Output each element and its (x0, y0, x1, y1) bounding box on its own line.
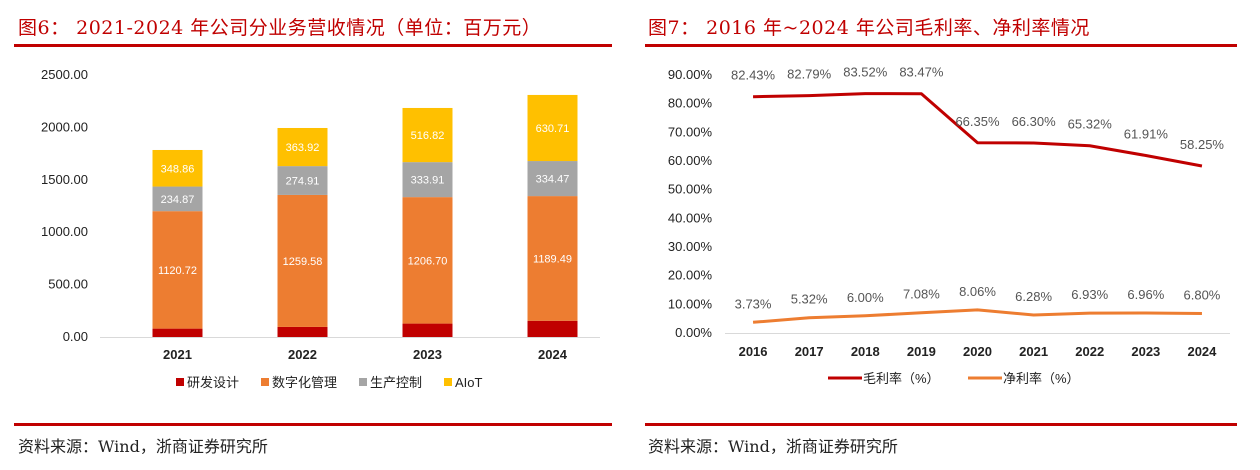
y-tick-label: 2000.00 (41, 119, 88, 134)
data-label: 7.08% (903, 287, 940, 302)
x-category-label: 2022 (288, 347, 317, 362)
figure-7-title: 图7： 2016 年~2024 年公司毛利率、净利率情况 (648, 17, 1090, 39)
y-tick-label: 2500.00 (41, 67, 88, 82)
x-category-label: 2022 (1075, 344, 1104, 359)
data-label: 6.28% (1015, 289, 1052, 304)
y-tick-label: 80.00% (668, 96, 713, 111)
y-tick-label: 40.00% (668, 210, 713, 225)
data-label: 83.47% (899, 65, 944, 80)
legend-label: AIoT (455, 375, 483, 390)
bar-segment-label: 333.91 (411, 175, 445, 187)
y-tick-label: 0.00 (63, 329, 88, 344)
bar-segment-label: 516.82 (411, 130, 445, 142)
legend-label: 研发设计 (187, 375, 239, 390)
x-category-label: 2023 (1131, 344, 1160, 359)
bar-segment-research (527, 320, 578, 337)
data-label: 66.35% (955, 114, 1000, 129)
bar-segment-digital (402, 197, 453, 324)
bar-segment-label: 1189.49 (533, 253, 572, 265)
x-category-label: 2021 (1019, 344, 1048, 359)
bar-segment-label: 348.86 (161, 163, 195, 175)
data-label: 6.00% (847, 290, 884, 305)
y-tick-label: 20.00% (668, 268, 713, 283)
data-label: 65.32% (1068, 117, 1113, 132)
legend-swatch-digital (261, 378, 269, 386)
x-category-label: 2019 (907, 344, 936, 359)
bar-segment-label: 363.92 (286, 142, 320, 154)
legend-swatch-aiot (444, 378, 452, 386)
bar-segment-production (402, 162, 453, 198)
x-category-label: 2021 (163, 347, 192, 362)
x-category-label: 2023 (413, 347, 442, 362)
data-label: 3.73% (735, 296, 772, 311)
bar-segment-digital (277, 194, 328, 327)
bar-segment-label: 1120.72 (158, 265, 197, 277)
y-tick-label: 90.00% (668, 67, 713, 82)
x-category-label: 2024 (1187, 344, 1217, 359)
figure-6-bottom-rule (14, 423, 612, 426)
bar-segment-label: 1206.70 (408, 255, 448, 267)
bar-segment-production (527, 161, 578, 197)
y-tick-label: 1000.00 (41, 224, 88, 239)
x-category-label: 2018 (851, 344, 880, 359)
bar-segment-label: 274.91 (286, 176, 320, 188)
y-tick-label: 60.00% (668, 153, 713, 168)
revenue-stacked-bar-chart: 0.00 500.00 1000.00 1500.00 2000.00 2500.00 11… (41, 67, 600, 390)
bar-segment-production (277, 166, 328, 195)
legend-label: 生产控制 (370, 375, 422, 390)
legend-label: 毛利率（%） (863, 371, 940, 386)
bar-segment-label: 1259.58 (283, 256, 323, 268)
figure-6-title: 图6： 2021-2024 年公司分业务营收情况（单位：百万元） (18, 17, 542, 39)
bar-segment-research (277, 326, 328, 337)
figure-7-panel: 图7： 2016 年~2024 年公司毛利率、净利率情况 0.00% 10.00%… (630, 0, 1260, 470)
y-tick-label: 0.00% (675, 325, 712, 340)
margin-line-chart: 0.00% 10.00% 20.00% 30.00% 40.00% 50.00% 60.00… (668, 65, 1230, 386)
legend-label: 数字化管理 (272, 375, 337, 390)
x-category-label: 2017 (795, 344, 824, 359)
data-label: 82.79% (787, 67, 832, 82)
data-label: 61.91% (1124, 127, 1169, 142)
bar-segment-aiot (277, 127, 328, 167)
series-line-net (752, 308, 1202, 324)
y-tick-label: 30.00% (668, 239, 713, 254)
bar-segment-label: 630.71 (536, 123, 570, 135)
bar-segment-digital (152, 211, 203, 329)
bar-segment-label: 234.87 (161, 194, 195, 206)
data-label: 83.52% (843, 65, 888, 80)
legend-swatch-production (359, 378, 367, 386)
data-label: 5.32% (791, 292, 828, 307)
y-tick-label: 50.00% (668, 182, 713, 197)
bar-segment-digital (527, 196, 578, 321)
data-label: 6.96% (1127, 287, 1164, 302)
bar-segment-aiot (527, 94, 578, 162)
figure-7-source: 资料来源：Wind，浙商证券研究所 (648, 437, 898, 456)
legend-label: 净利率（%） (1003, 371, 1080, 386)
bar-segment-production (152, 186, 203, 212)
data-label: 8.06% (959, 284, 996, 299)
figure-7-top-rule (645, 44, 1237, 47)
bar-segment-label: 334.47 (536, 174, 570, 186)
figure-7-bottom-rule (645, 423, 1237, 426)
bar-segment-research (402, 323, 453, 337)
data-label: 82.43% (731, 68, 776, 83)
x-category-label: 2016 (739, 344, 768, 359)
y-tick-label: 500.00 (48, 277, 88, 292)
data-label: 58.25% (1180, 137, 1225, 152)
x-category-label: 2024 (538, 347, 568, 362)
data-label: 6.93% (1071, 287, 1108, 302)
y-tick-label: 1500.00 (41, 172, 88, 187)
x-category-label: 2020 (963, 344, 992, 359)
bar-segment-research (152, 328, 203, 337)
y-tick-label: 10.00% (668, 296, 713, 311)
figure-6-source: 资料来源：Wind，浙商证券研究所 (18, 437, 268, 456)
legend-swatch-research (176, 378, 184, 386)
bar-segment-aiot (152, 149, 203, 187)
bar-segment-aiot (402, 107, 453, 163)
figure-6-panel: 图6： 2021-2024 年公司分业务营收情况（单位：百万元） 0.00 500… (14, 17, 612, 456)
data-label: 66.30% (1012, 114, 1057, 129)
figure-6-top-rule (14, 44, 612, 47)
y-tick-label: 70.00% (668, 124, 713, 139)
data-label: 6.80% (1184, 288, 1221, 303)
